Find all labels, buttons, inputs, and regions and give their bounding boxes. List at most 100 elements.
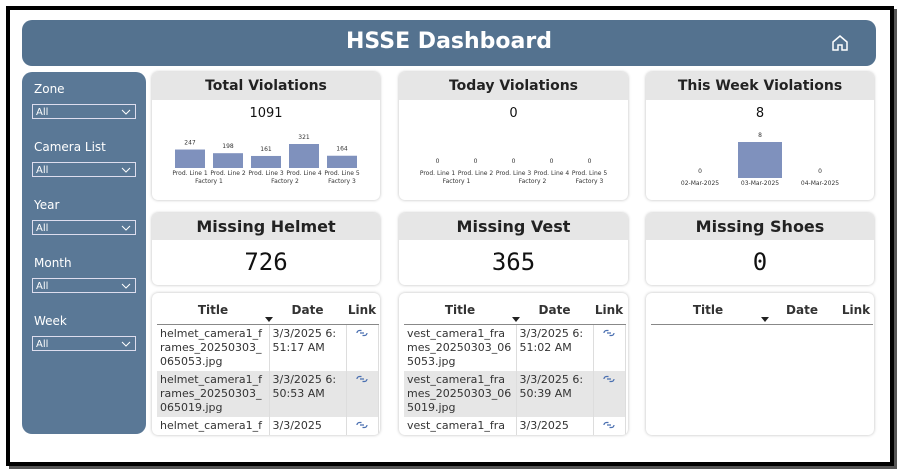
card-value: 1091 — [249, 106, 283, 121]
chevron — [121, 109, 131, 115]
bar-label: 0 — [698, 168, 702, 175]
bar-label: 0 — [436, 158, 440, 165]
bar-label: 164 — [336, 146, 348, 153]
category-label: Prod. Line 2 — [458, 170, 494, 177]
filter-value: All — [36, 223, 49, 234]
arrow — [512, 317, 520, 322]
column-header[interactable]: Link — [593, 296, 625, 325]
filter-dropdown[interactable]: All — [32, 162, 136, 177]
kpi-card: Missing Shoes 0 — [646, 213, 874, 285]
header-row: Title Date Link — [651, 296, 873, 325]
link-icon[interactable] — [356, 329, 368, 337]
category-label: Prod. Line 1 — [172, 170, 208, 177]
table-row: helmet_camera1_frames_20250303_065053.jp… — [157, 324, 379, 371]
column-header[interactable]: Link — [346, 296, 378, 325]
table-row: vest_camera1_frames_20250303_065053.jpg 3… — [404, 324, 626, 371]
filter-dropdown[interactable]: All — [32, 278, 136, 293]
link-shape — [603, 421, 615, 429]
filter-label: Month — [34, 256, 72, 270]
column-header[interactable]: Date — [761, 296, 839, 325]
kpi-title: Missing Shoes — [646, 213, 874, 240]
violation-card: This Week Violations 8 0 02-Mar-2025 8 03-Mar… — [646, 72, 874, 200]
table-row: vest_camera1_frames3/3/2025 — [404, 417, 626, 435]
kpi-value: 0 — [752, 248, 768, 276]
column-header[interactable]: Date — [265, 296, 346, 325]
column-header[interactable]: Title — [404, 296, 516, 325]
bar-label: 0 — [512, 158, 516, 165]
home-icon[interactable] — [830, 33, 850, 53]
cell: vest_camera1_frames_20250303_065053.jpg — [404, 324, 517, 371]
column-header[interactable]: Link — [839, 296, 873, 325]
bar-label: 0 — [818, 168, 822, 175]
column-title: Date — [291, 303, 324, 317]
cell: helmet_camera1_frames_20250303_065053.jp… — [157, 324, 270, 371]
link-icon[interactable] — [603, 421, 615, 429]
column-title: Link — [347, 303, 377, 317]
category-label: Prod. Line 1 — [420, 170, 456, 177]
category-label: Prod. Line 4 — [534, 170, 570, 177]
category-label: Prod. Line 2 — [210, 170, 246, 177]
category-label: Prod. Line 5 — [324, 170, 360, 177]
filter-label: Year — [34, 198, 60, 212]
filter-dropdown[interactable]: All — [32, 220, 136, 235]
bar — [175, 149, 205, 168]
link-icon[interactable] — [356, 421, 368, 429]
link-shape — [356, 375, 368, 383]
column-title: Title — [692, 303, 724, 317]
kpi-card: Missing Vest 365 — [399, 213, 628, 285]
category-label: 04-Mar-2025 — [801, 180, 839, 187]
kpi-card: Missing Helmet 726 — [152, 213, 380, 285]
bar-label: 198 — [222, 143, 234, 150]
table-card: Title Date Link helmet_camera1_frames_20250… — [152, 293, 380, 435]
table-card: Title Date Link — [646, 293, 874, 435]
arrow — [761, 317, 769, 322]
filter-label: Week — [34, 314, 67, 328]
link-shape — [603, 329, 615, 337]
mini-chart: 0 02-Mar-2025 8 03-Mar-2025 0 04-Mar-2025 — [681, 132, 839, 187]
table-row: vest_camera1_frames_20250303_065019.jpg 3… — [404, 371, 626, 417]
table-card: Title Date Link vest_camera1_frames_2025030… — [399, 293, 628, 435]
filter-value: All — [36, 165, 49, 176]
bar — [738, 142, 782, 178]
category-label: Prod. Line 3 — [496, 170, 532, 177]
column-title: Title — [197, 303, 229, 317]
category-label: Prod. Line 3 — [248, 170, 284, 177]
column-header[interactable]: Title — [651, 296, 765, 325]
chevron — [121, 167, 131, 173]
link-icon[interactable] — [603, 375, 615, 383]
column-title: Date — [538, 303, 571, 317]
header: HSSE Dashboard — [22, 20, 876, 66]
link-icon[interactable] — [356, 375, 368, 383]
category-label: 03-Mar-2025 — [741, 180, 779, 187]
bar-label: 0 — [550, 158, 554, 165]
card-value: 0 — [509, 106, 518, 121]
filter-dropdown[interactable]: All — [32, 336, 136, 351]
cell: helmet_camera1_frames_20250303_065019.jp… — [157, 371, 270, 417]
kpi-title: Missing Vest — [399, 213, 628, 240]
filter-value: All — [36, 107, 49, 118]
header-row: Title Date Link — [404, 296, 625, 325]
cell: 3/3/2025 6:50:53 AM — [269, 371, 347, 417]
filter-panel: Zone All Camera List All Year All Month All Week… — [22, 72, 146, 434]
column-header[interactable]: Title — [157, 296, 269, 325]
link-cell — [346, 324, 379, 371]
bar — [251, 155, 281, 168]
bar — [289, 144, 319, 168]
link-icon[interactable] — [603, 329, 615, 337]
category-label: Prod. Line 4 — [286, 170, 322, 177]
sort-arrow — [512, 317, 520, 322]
chevron — [121, 341, 131, 347]
column-title: Link — [841, 303, 871, 317]
cell: helmet_camera1_fra — [157, 417, 270, 435]
bar-label: 0 — [588, 158, 592, 165]
link-shape — [356, 329, 368, 337]
column-header[interactable]: Date — [512, 296, 593, 325]
link-cell — [593, 324, 626, 371]
filter-dropdown[interactable]: All — [32, 104, 136, 119]
kpi-value: 726 — [244, 248, 288, 276]
chevron-path — [121, 341, 131, 347]
column-title: Date — [786, 303, 818, 317]
kpi-title: Missing Helmet — [152, 213, 380, 240]
